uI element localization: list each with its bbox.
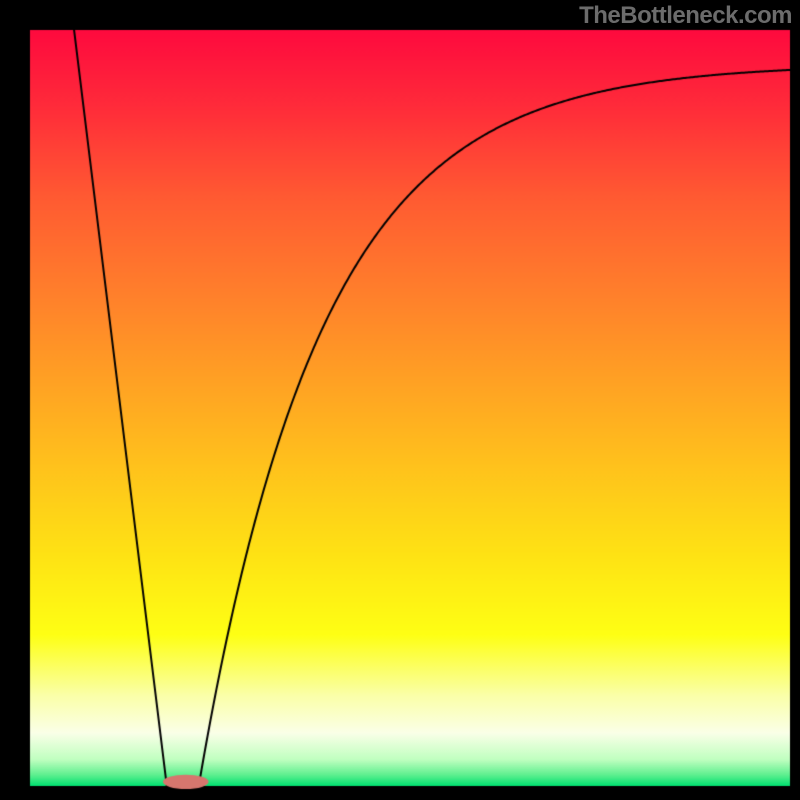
- bottleneck-chart-canvas: [0, 0, 800, 800]
- bottleneck-chart: TheBottleneck.com: [0, 0, 800, 800]
